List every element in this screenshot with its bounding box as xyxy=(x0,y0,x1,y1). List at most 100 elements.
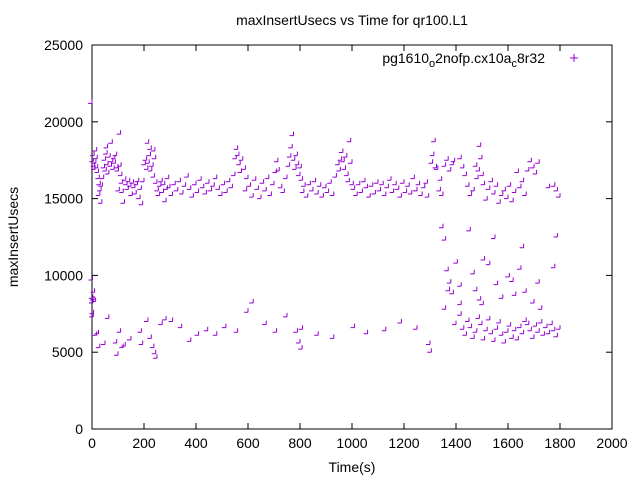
data-point xyxy=(511,291,517,296)
data-point xyxy=(292,165,297,170)
data-point xyxy=(100,163,105,169)
data-point xyxy=(530,334,535,339)
data-point xyxy=(452,320,457,326)
data-point xyxy=(550,326,556,332)
data-point xyxy=(298,345,303,350)
data-point xyxy=(210,182,215,187)
data-point xyxy=(545,183,551,189)
data-point xyxy=(299,188,305,193)
data-point xyxy=(283,312,288,318)
data-point xyxy=(485,260,491,266)
data-point xyxy=(485,315,491,321)
data-point xyxy=(530,299,535,304)
legend: pg1610o2nofp.cx10ac8r32 xyxy=(382,50,578,70)
data-point xyxy=(470,186,475,192)
data-point xyxy=(262,186,267,192)
data-point xyxy=(514,168,519,173)
data-point xyxy=(509,197,514,203)
data-point xyxy=(150,147,156,152)
data-point xyxy=(296,171,301,177)
data-point xyxy=(426,340,431,345)
data-point xyxy=(394,185,400,190)
data-point xyxy=(457,311,462,316)
data-point xyxy=(532,170,538,175)
data-point xyxy=(517,183,522,189)
data-point xyxy=(462,331,467,336)
data-point xyxy=(244,174,249,180)
data-point xyxy=(97,186,102,192)
x-axis: 0 200 400 600 800 1000 1200 1400 1600 1800 2000 xyxy=(88,45,628,451)
data-point xyxy=(293,151,298,157)
data-point xyxy=(506,182,512,187)
data-point xyxy=(474,174,479,180)
data-point xyxy=(437,176,443,181)
data-point xyxy=(121,342,126,347)
data-point xyxy=(338,148,344,153)
data-point xyxy=(99,174,105,180)
data-point xyxy=(108,139,113,144)
data-point xyxy=(186,185,192,190)
data-point xyxy=(472,162,478,167)
data-point xyxy=(95,174,100,180)
x-tick-label: 200 xyxy=(132,435,156,451)
data-point xyxy=(348,159,353,164)
data-point xyxy=(153,179,158,184)
data-point xyxy=(309,186,314,192)
data-point xyxy=(374,179,379,184)
data-point xyxy=(537,319,543,324)
data-point xyxy=(98,182,103,187)
data-point xyxy=(493,280,499,286)
data-point xyxy=(387,176,392,181)
data-point xyxy=(149,343,155,349)
data-point xyxy=(476,296,482,301)
data-point xyxy=(415,180,421,186)
data-point xyxy=(90,296,95,301)
data-point xyxy=(168,317,174,322)
data-point xyxy=(262,320,267,326)
data-point xyxy=(89,157,94,163)
data-point xyxy=(95,191,101,196)
data-point xyxy=(176,177,181,183)
data-point xyxy=(483,326,488,332)
data-point xyxy=(376,186,382,192)
data-point xyxy=(96,180,101,186)
data-point xyxy=(498,191,504,196)
data-point xyxy=(545,329,551,335)
data-point xyxy=(158,320,163,326)
y-tick-label: 25000 xyxy=(44,37,83,53)
data-point xyxy=(498,294,504,299)
data-point xyxy=(199,183,205,189)
data-point xyxy=(509,277,514,282)
data-point xyxy=(327,179,332,184)
data-point xyxy=(537,305,543,310)
data-point xyxy=(522,191,527,196)
data-point xyxy=(363,329,369,335)
data-point xyxy=(465,182,470,187)
data-point xyxy=(137,185,142,190)
data-point xyxy=(231,171,236,177)
data-point xyxy=(337,156,343,161)
data-point xyxy=(524,320,530,326)
data-point xyxy=(423,179,428,184)
data-point xyxy=(511,326,517,332)
data-point xyxy=(319,193,324,198)
x-tick-label: 1800 xyxy=(544,435,575,451)
y-axis-label: maxInsertUsecs xyxy=(5,187,21,287)
data-point xyxy=(424,193,430,198)
plot-frame xyxy=(91,44,613,430)
data-point xyxy=(436,186,441,192)
data-point xyxy=(428,159,434,164)
data-point xyxy=(141,160,146,166)
data-point xyxy=(114,167,119,172)
data-point xyxy=(249,299,254,304)
data-point xyxy=(242,186,248,192)
data-point xyxy=(384,183,389,189)
data-point xyxy=(459,325,465,330)
data-point xyxy=(111,159,116,164)
data-point xyxy=(168,191,174,196)
data-point xyxy=(116,328,122,333)
data-point xyxy=(514,335,519,341)
data-point xyxy=(444,266,449,272)
data-point xyxy=(527,157,532,163)
data-point xyxy=(459,163,465,169)
